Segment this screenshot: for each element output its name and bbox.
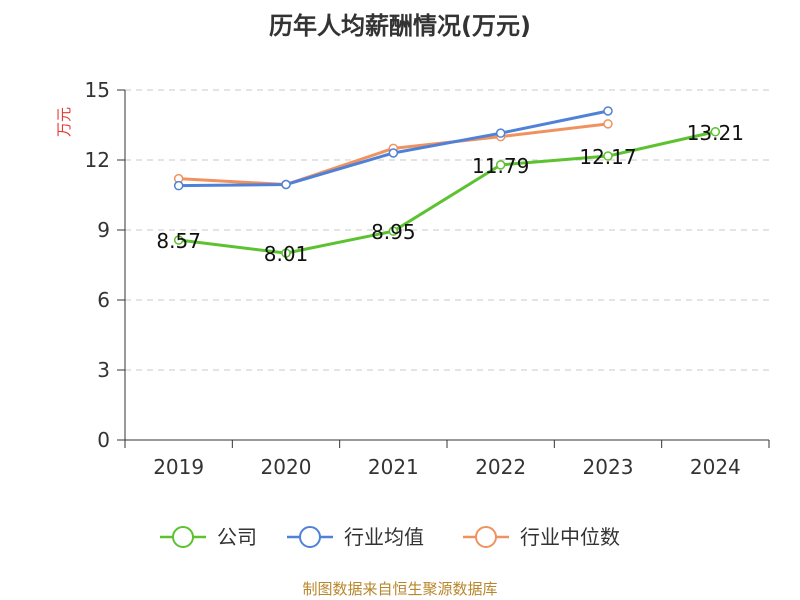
y-axis-unit: 万元 <box>55 107 73 137</box>
axis-layer: 0 3 6 9 12 15 2019 2020 2021 2022 2023 2024 <box>85 78 770 479</box>
data-point <box>603 119 613 129</box>
data-point <box>388 226 399 236</box>
series-layer <box>173 106 721 258</box>
legend-marker <box>475 526 497 548</box>
legend-item: 行业中位数 <box>463 525 620 549</box>
x-tick-label: 2023 <box>583 455 634 479</box>
legend-marker <box>172 526 194 548</box>
data-label: 8.95 <box>371 220 416 244</box>
x-tick-label: 2021 <box>368 455 419 479</box>
data-label: 8.01 <box>264 242 309 266</box>
data-label: 13.21 <box>687 121 744 145</box>
data-point <box>281 248 291 258</box>
legend-label: 行业中位数 <box>520 525 620 549</box>
legend-item: 公司 <box>160 525 257 549</box>
legend-label: 公司 <box>217 525 257 549</box>
data-label: 11.79 <box>472 154 529 178</box>
data-point <box>603 106 613 116</box>
series-line-0 <box>178 130 716 255</box>
legend-item: 行业均值 <box>287 525 424 549</box>
data-point <box>281 179 291 190</box>
legend-label: 行业均值 <box>344 525 424 549</box>
data-point <box>173 180 184 191</box>
x-tick-label: 2022 <box>475 455 526 479</box>
legend-marker <box>299 526 321 548</box>
y-tick-label: 6 <box>97 288 110 312</box>
source-note: 制图数据来自恒生聚源数据库 <box>302 580 497 598</box>
chart-title: 历年人均薪酬情况(万元) <box>269 12 531 40</box>
grid-layer <box>125 89 769 371</box>
data-point <box>388 148 399 158</box>
data-point <box>495 128 506 138</box>
data-label: 8.57 <box>156 229 201 253</box>
data-point <box>603 151 613 161</box>
y-tick-label: 3 <box>97 358 110 382</box>
x-tick-label: 2024 <box>690 455 741 479</box>
y-tick-label: 9 <box>97 218 110 242</box>
label-layer: 8.57 8.01 8.95 11.79 12.17 13.21 <box>156 121 744 266</box>
data-point <box>495 160 506 170</box>
legend: 公司 行业均值 行业中位数 <box>160 525 620 549</box>
x-tick-label: 2019 <box>153 455 204 479</box>
y-tick-label: 12 <box>85 148 110 172</box>
data-point <box>173 235 184 245</box>
y-tick-label: 0 <box>97 428 110 452</box>
y-tick-label: 15 <box>85 78 110 102</box>
x-tick-label: 2020 <box>261 455 312 479</box>
data-point <box>710 127 721 137</box>
data-label: 12.17 <box>579 145 636 169</box>
